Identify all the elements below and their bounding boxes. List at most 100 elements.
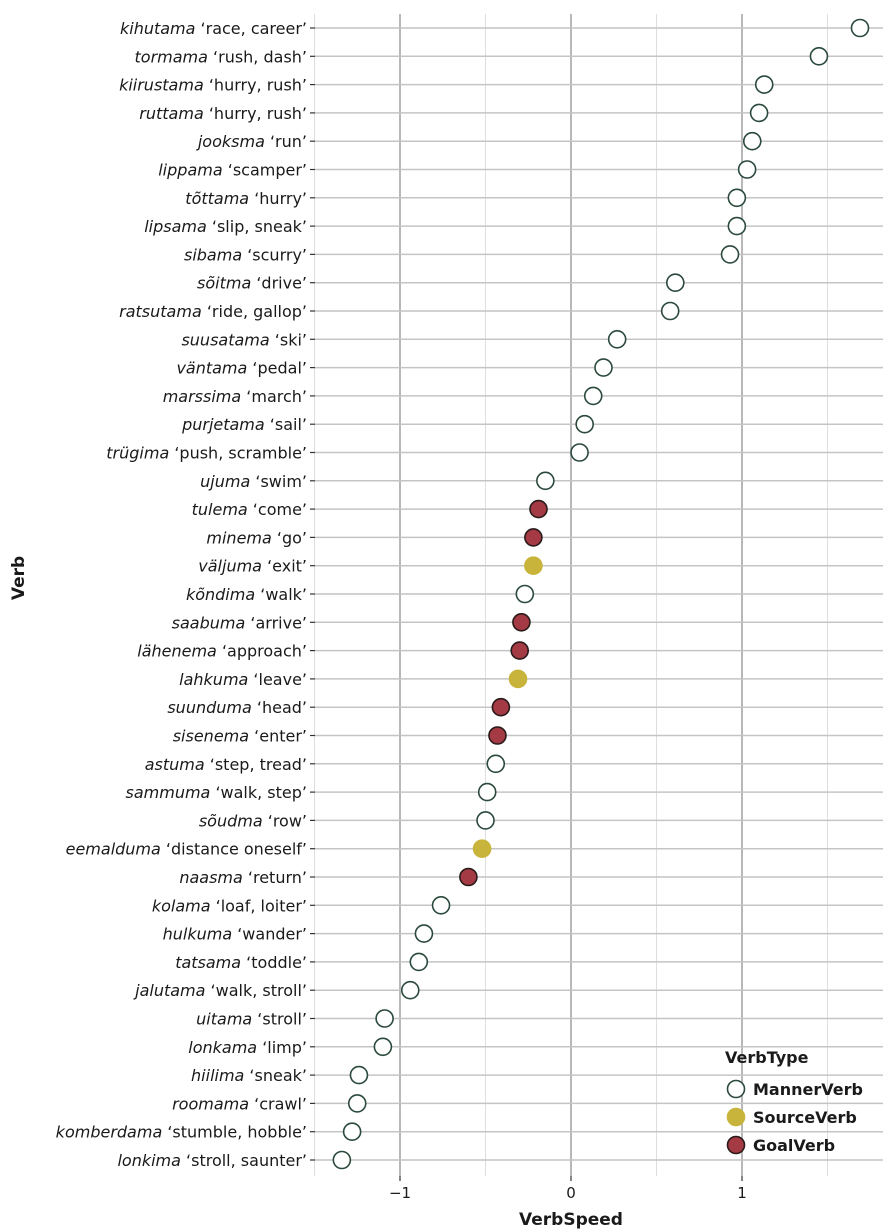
- verb-label: lippama ‘scamper’: [158, 161, 307, 180]
- verb-label: hulkuma ‘wander’: [163, 925, 307, 944]
- verb-name: hiilima: [191, 1066, 244, 1085]
- x-axis-title: VerbSpeed: [519, 1210, 623, 1230]
- data-point: [570, 443, 589, 462]
- verb-name: saabuma: [172, 613, 246, 632]
- data-point: [754, 75, 774, 94]
- verb-name: lähenema: [137, 642, 217, 661]
- verb-label: sammuma ‘walk, step’: [126, 783, 307, 802]
- legend-label: MannerVerb: [753, 1080, 863, 1099]
- verb-gloss: ‘swim’: [250, 472, 307, 491]
- x-axis-ticks: −1 0 1: [389, 1176, 747, 1202]
- verb-name: ratsutama: [119, 302, 202, 321]
- verb-name: kolama: [152, 896, 211, 915]
- verb-gloss: ‘push, scramble’: [169, 444, 307, 463]
- verb-name: sõitma: [197, 274, 251, 293]
- data-point: [742, 131, 762, 151]
- verb-label: lahkuma ‘leave’: [179, 670, 307, 689]
- verb-label: eemalduma ‘distance oneself’: [66, 840, 307, 859]
- verb-label: naasma ‘return’: [179, 868, 307, 887]
- verb-label: sisenema ‘enter’: [173, 727, 307, 746]
- verb-label: roomama ‘crawl’: [172, 1094, 307, 1113]
- grid-lines: [314, 14, 883, 1176]
- verb-label: ruttama ‘hurry, rush’: [139, 104, 307, 123]
- data-point: [809, 46, 829, 66]
- data-point: [508, 669, 528, 689]
- verb-name: ujuma: [200, 472, 250, 491]
- verb-gloss: ‘sneak’: [244, 1066, 307, 1085]
- verb-gloss: ‘pedal’: [247, 359, 307, 378]
- data-point: [477, 782, 497, 802]
- verb-label: minema ‘go’: [206, 528, 307, 547]
- verb-label: tormama ‘rush, dash’: [135, 47, 307, 66]
- verb-gloss: ‘row’: [263, 811, 307, 830]
- verb-label: uitama ‘stroll’: [196, 1010, 307, 1029]
- verb-label: tulema ‘come’: [192, 500, 307, 519]
- verb-gloss: ‘hurry, rush’: [204, 104, 307, 123]
- verb-gloss: ‘run’: [265, 132, 307, 151]
- verb-label: tõttama ‘hurry’: [185, 189, 307, 208]
- verb-gloss: ‘limp’: [257, 1038, 307, 1057]
- verb-name: lahkuma: [179, 670, 248, 689]
- verb-name: sisenema: [173, 727, 249, 746]
- verb-name: lippama: [158, 161, 222, 180]
- verb-gloss: ‘approach’: [217, 642, 307, 661]
- verb-gloss: ‘go’: [272, 528, 307, 547]
- verb-gloss: ‘march’: [241, 387, 307, 406]
- verb-gloss: ‘race, career’: [195, 19, 307, 38]
- verb-gloss: ‘step, tread’: [205, 755, 307, 774]
- verb-name: roomama: [172, 1094, 249, 1113]
- verb-name: kihutama: [120, 19, 195, 38]
- verb-gloss: ‘hurry, rush’: [204, 76, 307, 95]
- verb-label: komberdama ‘stumble, hobble’: [56, 1123, 307, 1142]
- verb-label: saabuma ‘arrive’: [172, 613, 307, 632]
- legend-title: VerbType: [725, 1048, 809, 1067]
- verb-gloss: ‘stroll, saunter’: [181, 1151, 307, 1170]
- verb-name: tatsama: [175, 953, 241, 972]
- data-point: [375, 1009, 394, 1028]
- verb-label: tatsama ‘toddle’: [175, 953, 307, 972]
- data-point: [373, 1037, 393, 1057]
- data-points: [332, 18, 870, 1170]
- data-point: [850, 18, 870, 38]
- verb-name: lipsama: [144, 217, 207, 236]
- verb-name: astuma: [145, 755, 205, 774]
- verb-label: lipsama ‘slip, sneak’: [144, 217, 307, 236]
- verb-name: sõudma: [199, 811, 263, 830]
- data-point: [332, 1150, 352, 1170]
- data-point: [607, 329, 627, 349]
- data-point: [524, 556, 543, 576]
- verb-gloss: ‘hurry’: [249, 189, 307, 208]
- verb-name: hulkuma: [163, 925, 233, 944]
- verb-gloss: ‘walk, stroll’: [205, 981, 307, 1000]
- legend-swatch: [726, 1135, 746, 1155]
- verb-label: kiirustama ‘hurry, rush’: [119, 76, 307, 95]
- data-point: [737, 160, 757, 179]
- y-axis-title: Verb: [9, 556, 29, 600]
- data-point: [472, 839, 492, 859]
- verb-label: sõudma ‘row’: [199, 811, 307, 830]
- verb-gloss: ‘arrive’: [245, 613, 307, 632]
- verb-name: suusatama: [181, 330, 269, 349]
- verb-label: sõitma ‘drive’: [197, 274, 307, 293]
- data-point: [488, 726, 507, 745]
- data-point: [529, 499, 548, 519]
- data-point: [666, 273, 685, 293]
- data-point: [491, 697, 511, 717]
- verb-gloss: ‘exit’: [262, 557, 307, 576]
- verb-gloss: ‘ski’: [270, 330, 307, 349]
- data-point: [459, 867, 478, 887]
- legend-label: GoalVerb: [753, 1136, 835, 1155]
- data-point: [524, 528, 543, 547]
- data-point: [349, 1065, 369, 1085]
- verb-gloss: ‘head’: [252, 698, 307, 717]
- verb-name: uitama: [196, 1010, 252, 1029]
- verb-name: kiirustama: [119, 76, 204, 95]
- legend-label: SourceVerb: [753, 1108, 857, 1127]
- verb-label: lonkima ‘stroll, saunter’: [117, 1151, 307, 1170]
- data-point: [749, 103, 769, 123]
- verb-name: jooksma: [196, 132, 265, 151]
- data-point: [510, 641, 530, 660]
- verb-gloss: ‘come’: [248, 500, 307, 519]
- x-tick-label: 1: [737, 1184, 747, 1202]
